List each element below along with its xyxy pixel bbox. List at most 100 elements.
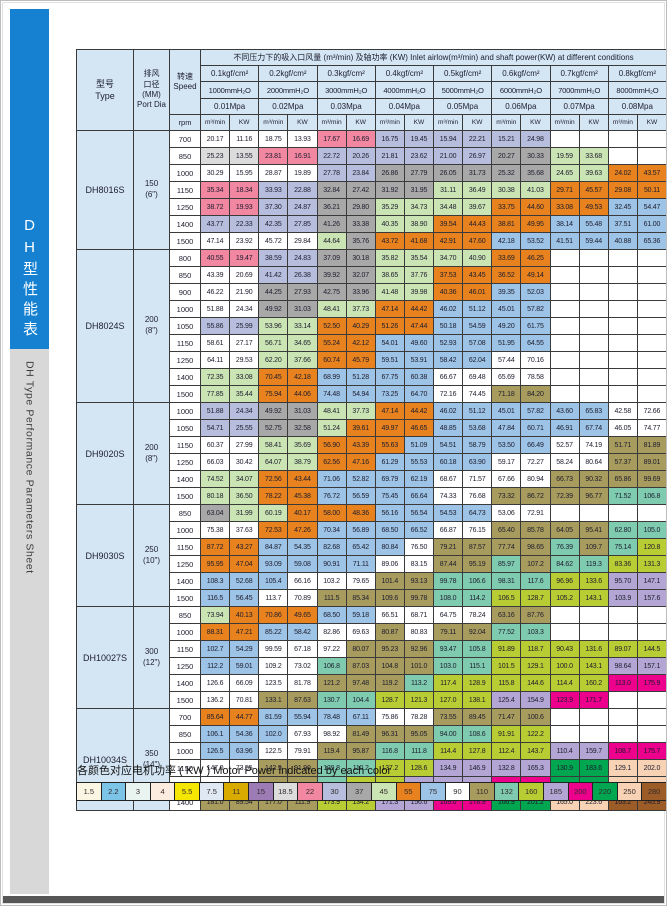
value-cell: 31.73 bbox=[462, 164, 493, 182]
value-cell: 115.1 bbox=[462, 657, 493, 675]
value-cell: 55.94 bbox=[287, 708, 318, 726]
value-cell: 24.87 bbox=[287, 198, 318, 216]
value-cell: 138.1 bbox=[462, 691, 493, 709]
value-cell: 16.69 bbox=[345, 130, 376, 148]
value-cell: 89.45 bbox=[462, 708, 493, 726]
value-cell: 23.84 bbox=[345, 164, 376, 182]
value-cell: 102.0 bbox=[258, 725, 289, 743]
value-cell: 106.6 bbox=[462, 572, 493, 590]
value-cell: 46.25 bbox=[520, 249, 551, 267]
value-cell bbox=[549, 606, 580, 624]
value-cell: 79.11 bbox=[432, 623, 464, 641]
value-cell: 116.5 bbox=[199, 589, 231, 607]
value-cell: 79.91 bbox=[287, 742, 318, 760]
value-cell: 78.48 bbox=[316, 708, 347, 726]
header-mmh2o-8: 8000mmH₂O bbox=[607, 81, 666, 99]
value-cell: 123.9 bbox=[549, 691, 580, 709]
value-cell: 70.45 bbox=[258, 368, 289, 386]
value-cell: 119.4 bbox=[316, 742, 347, 760]
value-cell: 53.06 bbox=[491, 504, 522, 522]
rpm-cell: 1050 bbox=[169, 419, 201, 437]
model-cell: DH9020S bbox=[76, 402, 134, 505]
value-cell: 49.92 bbox=[258, 402, 289, 420]
value-cell: 26.86 bbox=[374, 164, 405, 182]
legend-swatch: 18.5 bbox=[273, 782, 299, 801]
value-cell: 128.9 bbox=[462, 674, 493, 692]
rpm-cell: 850 bbox=[169, 606, 201, 624]
rpm-cell: 1150 bbox=[169, 538, 201, 556]
table-row: 1500 80.18 36.50 78.22 45.38 76.72 56.59 75.45 6… bbox=[77, 487, 666, 505]
value-cell: 119.3 bbox=[578, 555, 609, 573]
value-cell bbox=[549, 368, 580, 386]
value-cell: 45.01 bbox=[491, 300, 522, 318]
value-cell: 51.24 bbox=[316, 419, 347, 437]
table-row: 850 106.1 54.36 102.0 67.93 98.92 81.49 96.31 95… bbox=[77, 725, 666, 743]
value-cell: 175.9 bbox=[636, 674, 666, 692]
value-cell bbox=[578, 266, 609, 284]
value-cell: 101.4 bbox=[374, 572, 405, 590]
value-cell: 113.0 bbox=[607, 674, 638, 692]
rpm-cell: 1400 bbox=[169, 572, 201, 590]
value-cell bbox=[607, 351, 638, 369]
value-cell: 33.14 bbox=[287, 317, 318, 335]
value-cell bbox=[607, 283, 638, 301]
legend-swatch: 220 bbox=[593, 782, 618, 801]
value-cell: 46.22 bbox=[199, 283, 231, 301]
value-cell: 123.5 bbox=[258, 674, 289, 692]
header-mmh2o-6: 6000mmH₂O bbox=[491, 81, 551, 99]
value-cell: 103.2 bbox=[316, 572, 347, 590]
value-cell: 38.59 bbox=[258, 249, 289, 267]
value-cell: 44.60 bbox=[520, 198, 551, 216]
value-cell: 120.8 bbox=[636, 538, 666, 556]
value-cell bbox=[636, 249, 666, 267]
value-cell bbox=[549, 300, 580, 318]
value-cell: 35.34 bbox=[199, 181, 231, 199]
header-kgf-7: 0.7kgf/cm² bbox=[549, 65, 609, 82]
value-cell: 49.65 bbox=[287, 606, 318, 624]
value-cell: 55.63 bbox=[374, 436, 405, 454]
value-cell: 91.89 bbox=[491, 640, 522, 658]
value-cell bbox=[607, 385, 638, 403]
value-cell: 69.63 bbox=[345, 623, 376, 641]
value-cell: 143.1 bbox=[578, 657, 609, 675]
value-cell: 33.69 bbox=[491, 249, 522, 267]
value-cell: 27.93 bbox=[287, 283, 318, 301]
value-cell: 33.93 bbox=[258, 181, 289, 199]
value-cell: 65.69 bbox=[491, 368, 522, 386]
value-cell: 47.14 bbox=[374, 300, 405, 318]
value-cell: 62.19 bbox=[403, 470, 435, 488]
page-bottom-bar bbox=[3, 896, 664, 903]
value-cell: 121.2 bbox=[316, 674, 347, 692]
value-cell: 40.36 bbox=[432, 283, 464, 301]
header-kgf-2: 0.2kgf/cm² bbox=[258, 65, 318, 82]
value-cell: 29.53 bbox=[229, 351, 260, 369]
value-cell: 70.81 bbox=[229, 691, 260, 709]
port-cell: 300 (12") bbox=[133, 606, 170, 709]
value-cell: 54.35 bbox=[287, 538, 318, 556]
legend-swatch: 250 bbox=[617, 782, 643, 801]
value-cell: 30.42 bbox=[229, 453, 260, 471]
value-cell: 25.55 bbox=[229, 419, 260, 437]
value-cell: 27.85 bbox=[287, 215, 318, 233]
value-cell: 126.6 bbox=[199, 674, 231, 692]
value-cell: 45.38 bbox=[287, 487, 318, 505]
value-cell: 85.22 bbox=[258, 623, 289, 641]
value-cell: 105.8 bbox=[462, 640, 493, 658]
value-cell: 53.68 bbox=[462, 419, 493, 437]
value-cell: 27.79 bbox=[403, 164, 435, 182]
value-cell: 27.99 bbox=[229, 436, 260, 454]
value-cell: 54.29 bbox=[229, 640, 260, 658]
value-cell: 147.0 bbox=[199, 759, 231, 777]
value-cell: 52.82 bbox=[345, 470, 376, 488]
value-cell: 44.64 bbox=[316, 232, 347, 250]
value-cell: 73.32 bbox=[491, 487, 522, 505]
value-cell: 49.14 bbox=[520, 266, 551, 284]
rpm-cell: 1000 bbox=[169, 300, 201, 318]
value-cell: 103.0 bbox=[432, 657, 464, 675]
value-cell: 62.80 bbox=[607, 521, 638, 539]
value-cell: 36.50 bbox=[229, 487, 260, 505]
value-cell: 56.71 bbox=[258, 334, 289, 352]
value-cell: 22.88 bbox=[287, 181, 318, 199]
value-cell: 40.29 bbox=[345, 317, 376, 335]
value-cell: 48.41 bbox=[316, 300, 347, 318]
